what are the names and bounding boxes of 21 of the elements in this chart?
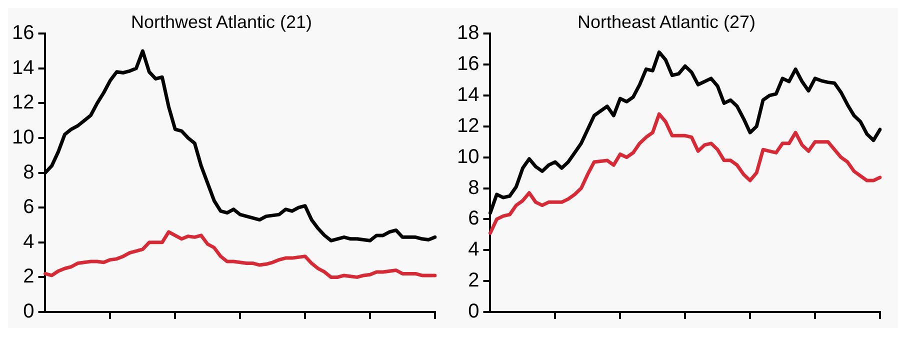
y-tick-label: 16 xyxy=(456,53,480,76)
y-tick-label: 8 xyxy=(23,161,34,184)
y-tick-label: 2 xyxy=(23,266,34,288)
y-tick-label: 12 xyxy=(456,114,480,137)
y-tick-label: 4 xyxy=(468,238,480,261)
y-tick-label: 8 xyxy=(468,176,480,199)
y-tick-label: 2 xyxy=(468,270,480,292)
y-tick-label: 12 xyxy=(12,92,34,114)
y-tick-label: 14 xyxy=(456,84,480,106)
y-tick-label: 10 xyxy=(456,146,480,168)
y-tick-label: 0 xyxy=(468,300,480,323)
y-tick-label: 10 xyxy=(12,126,34,149)
y-tick-label: 6 xyxy=(23,196,34,218)
y-tick-label: 0 xyxy=(23,300,34,323)
chart-title: Northwest Atlantic (21) xyxy=(130,12,312,32)
chart-title: Northeast Atlantic (27) xyxy=(577,12,756,32)
y-tick-label: 6 xyxy=(468,208,480,230)
y-tick-label: 14 xyxy=(12,56,34,79)
y-tick-label: 16 xyxy=(12,22,34,44)
y-tick-label: 18 xyxy=(456,22,480,44)
y-tick-label: 4 xyxy=(23,230,34,253)
